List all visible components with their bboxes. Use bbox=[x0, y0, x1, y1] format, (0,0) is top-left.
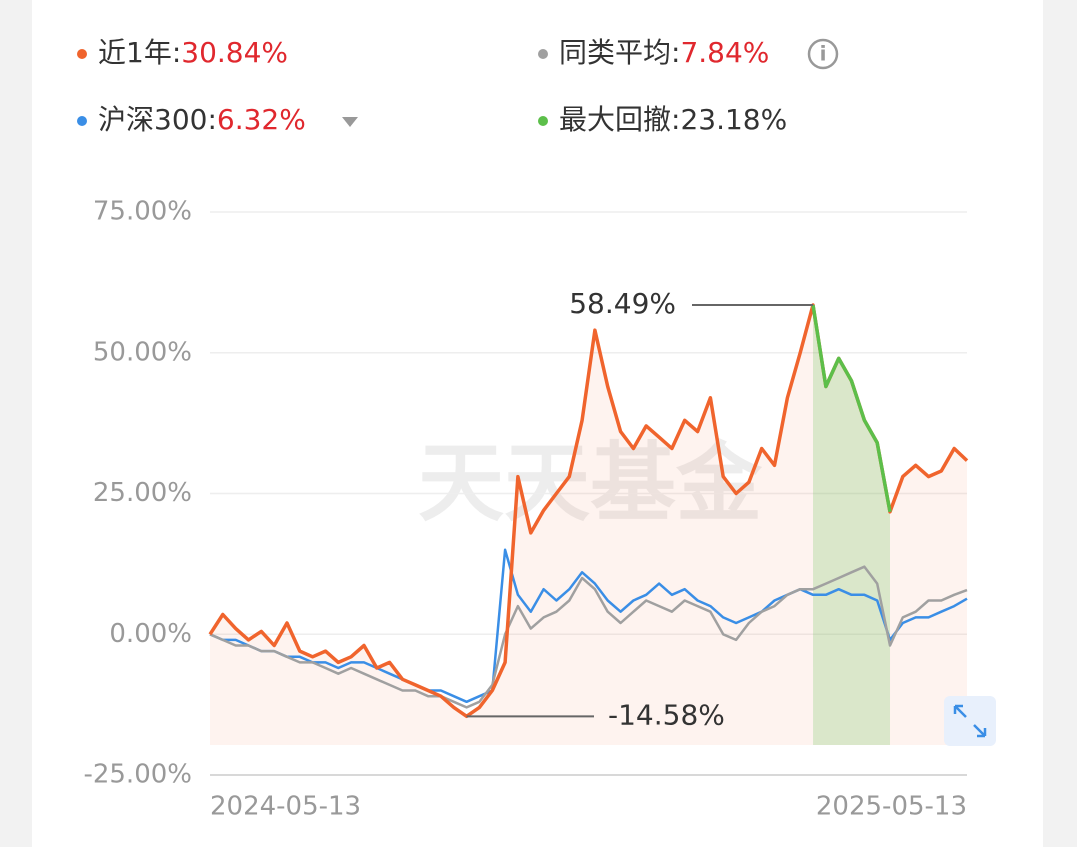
drawdown-area bbox=[813, 305, 891, 745]
legend-item: 沪深300:6.32% bbox=[77, 103, 306, 136]
y-tick-label: -25.00% bbox=[83, 760, 192, 790]
expand-bg bbox=[944, 696, 996, 746]
expand-glyph bbox=[953, 704, 987, 738]
legend-dot bbox=[77, 116, 87, 126]
legend-text: 近1年:30.84% bbox=[98, 36, 288, 69]
y-tick-label: 50.00% bbox=[93, 337, 192, 367]
annotation-label: -14.58% bbox=[608, 698, 725, 731]
y-tick-label: 75.00% bbox=[93, 197, 192, 227]
card bbox=[32, 0, 1043, 847]
legend-item: 近1年:30.84% bbox=[77, 36, 288, 69]
y-tick-label: 0.00% bbox=[109, 619, 192, 649]
info-glyph: i bbox=[820, 42, 827, 66]
legend-part: 近1年 bbox=[98, 36, 172, 69]
legend-text: 沪深300:6.32% bbox=[98, 103, 306, 136]
legend-text: 最大回撤:23.18% bbox=[559, 103, 787, 136]
fund-area bbox=[210, 305, 967, 745]
x-tick-label: 2025-05-13 bbox=[816, 792, 967, 822]
legend-text: 同类平均:7.84% bbox=[559, 36, 769, 69]
info-circle bbox=[807, 38, 839, 70]
legend-item: 同类平均:7.84% bbox=[538, 36, 769, 69]
legend-part: 6.32% bbox=[217, 103, 306, 136]
legend-dot bbox=[538, 116, 548, 126]
legend-part: 30.84% bbox=[181, 36, 288, 69]
legend-part: 7.84% bbox=[680, 36, 769, 69]
legend-part: 沪深300 bbox=[98, 103, 207, 136]
expand-button[interactable] bbox=[944, 696, 996, 746]
dropdown-arrow[interactable] bbox=[342, 117, 358, 127]
legend-item: 最大回撤:23.18% bbox=[538, 103, 787, 136]
x-tick-label: 2024-05-13 bbox=[210, 792, 361, 822]
drawdown-line bbox=[811, 304, 892, 513]
series-line bbox=[209, 565, 968, 709]
legend-sep: : bbox=[671, 36, 680, 69]
legend-sep: : bbox=[207, 103, 216, 136]
legend-part: 23.18% bbox=[680, 103, 787, 136]
y-tick-label: 25.00% bbox=[93, 478, 192, 508]
annotation-label: 58.49% bbox=[569, 287, 676, 320]
legend-sep: : bbox=[671, 103, 680, 136]
legend-part: 同类平均 bbox=[559, 36, 671, 69]
info-icon[interactable]: i bbox=[807, 38, 839, 70]
legend-sep: : bbox=[172, 36, 181, 69]
watermark: 天天基金 bbox=[418, 433, 763, 534]
legend-dot bbox=[77, 49, 87, 59]
legend-part: 最大回撤 bbox=[559, 103, 671, 136]
legend-dot bbox=[538, 49, 548, 59]
series-line bbox=[209, 548, 968, 704]
